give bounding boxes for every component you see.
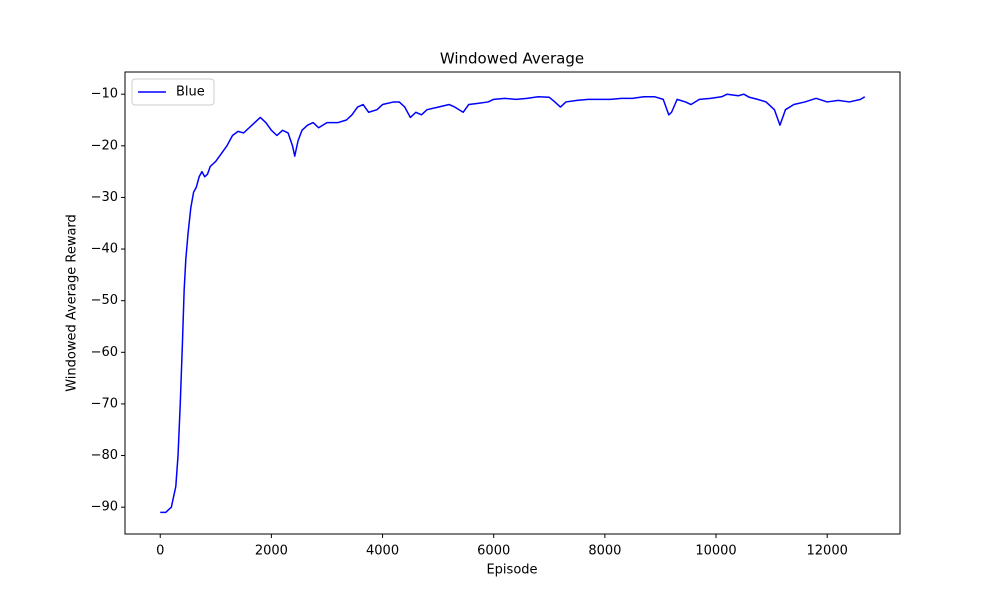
plot-frame	[124, 71, 901, 535]
legend-box	[131, 78, 215, 106]
y-tick-label: −40	[91, 242, 118, 257]
y-tick-label: −90	[91, 500, 118, 515]
legend-label: Blue	[176, 85, 205, 100]
y-tick-label: −30	[91, 190, 118, 205]
x-tick-label: 6000	[477, 544, 510, 559]
x-tick-label: 12000	[807, 544, 848, 559]
x-tick-label: 2000	[255, 544, 288, 559]
y-tick-label: −80	[91, 448, 118, 463]
x-axis-label: Episode	[486, 563, 537, 578]
x-tick-label: 0	[156, 544, 164, 559]
line-series	[160, 93, 866, 514]
x-tick-label: 8000	[588, 544, 621, 559]
y-tick-label: −70	[91, 396, 118, 411]
x-tick-label: 10000	[695, 544, 736, 559]
y-tick-label: −20	[91, 138, 118, 153]
y-tick-label: −10	[91, 87, 118, 102]
y-tick-label: −60	[91, 345, 118, 360]
y-tick-label: −50	[91, 293, 118, 308]
chart-title: Windowed Average	[440, 50, 584, 68]
x-tick-label: 4000	[366, 544, 399, 559]
y-axis-label: Windowed Average Reward	[65, 214, 80, 392]
